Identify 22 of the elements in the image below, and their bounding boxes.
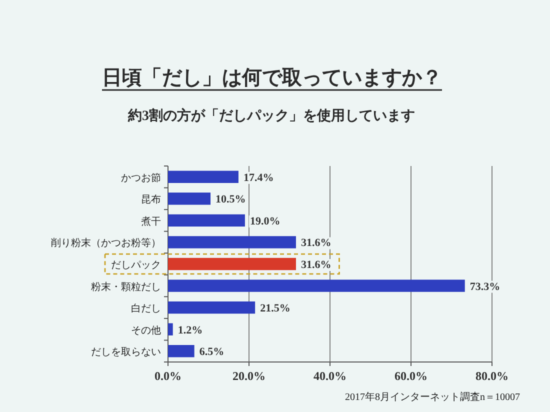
annotation: 2017年8月インターネット調査n＝10007 (345, 392, 520, 403)
y-category: 削り粉末（かつお粉等） (51, 238, 161, 250)
title: 日頃「だし」は何で取っていますか？ (102, 67, 442, 89)
value-label: 10.5% (214, 194, 247, 206)
x-tick: 0.0% (154, 369, 182, 383)
y-category: 昆布 (141, 194, 161, 206)
y-category: 煮干 (141, 216, 161, 228)
y-category: だしパック (111, 260, 161, 271)
y-category: 粉末・顆粒だし (91, 282, 161, 293)
x-tick: 60.0% (394, 369, 428, 383)
subtitle: 約3割の方が「だしパック」を使用しています (128, 109, 415, 124)
value-label: 6.5% (198, 346, 226, 358)
x-tick: 40.0% (314, 369, 346, 383)
value-label: 31.6% (300, 237, 332, 250)
y-category: 白だし (131, 304, 161, 315)
y-category: その他 (131, 325, 161, 336)
y-category: かつお節 (121, 172, 161, 184)
x-tick: 20.0% (232, 369, 266, 383)
value-label: 21.5% (259, 302, 292, 315)
value-label: 31.6% (300, 259, 332, 271)
x-tick: 80.0% (476, 369, 508, 383)
y-category: だしを取らない (91, 347, 161, 358)
